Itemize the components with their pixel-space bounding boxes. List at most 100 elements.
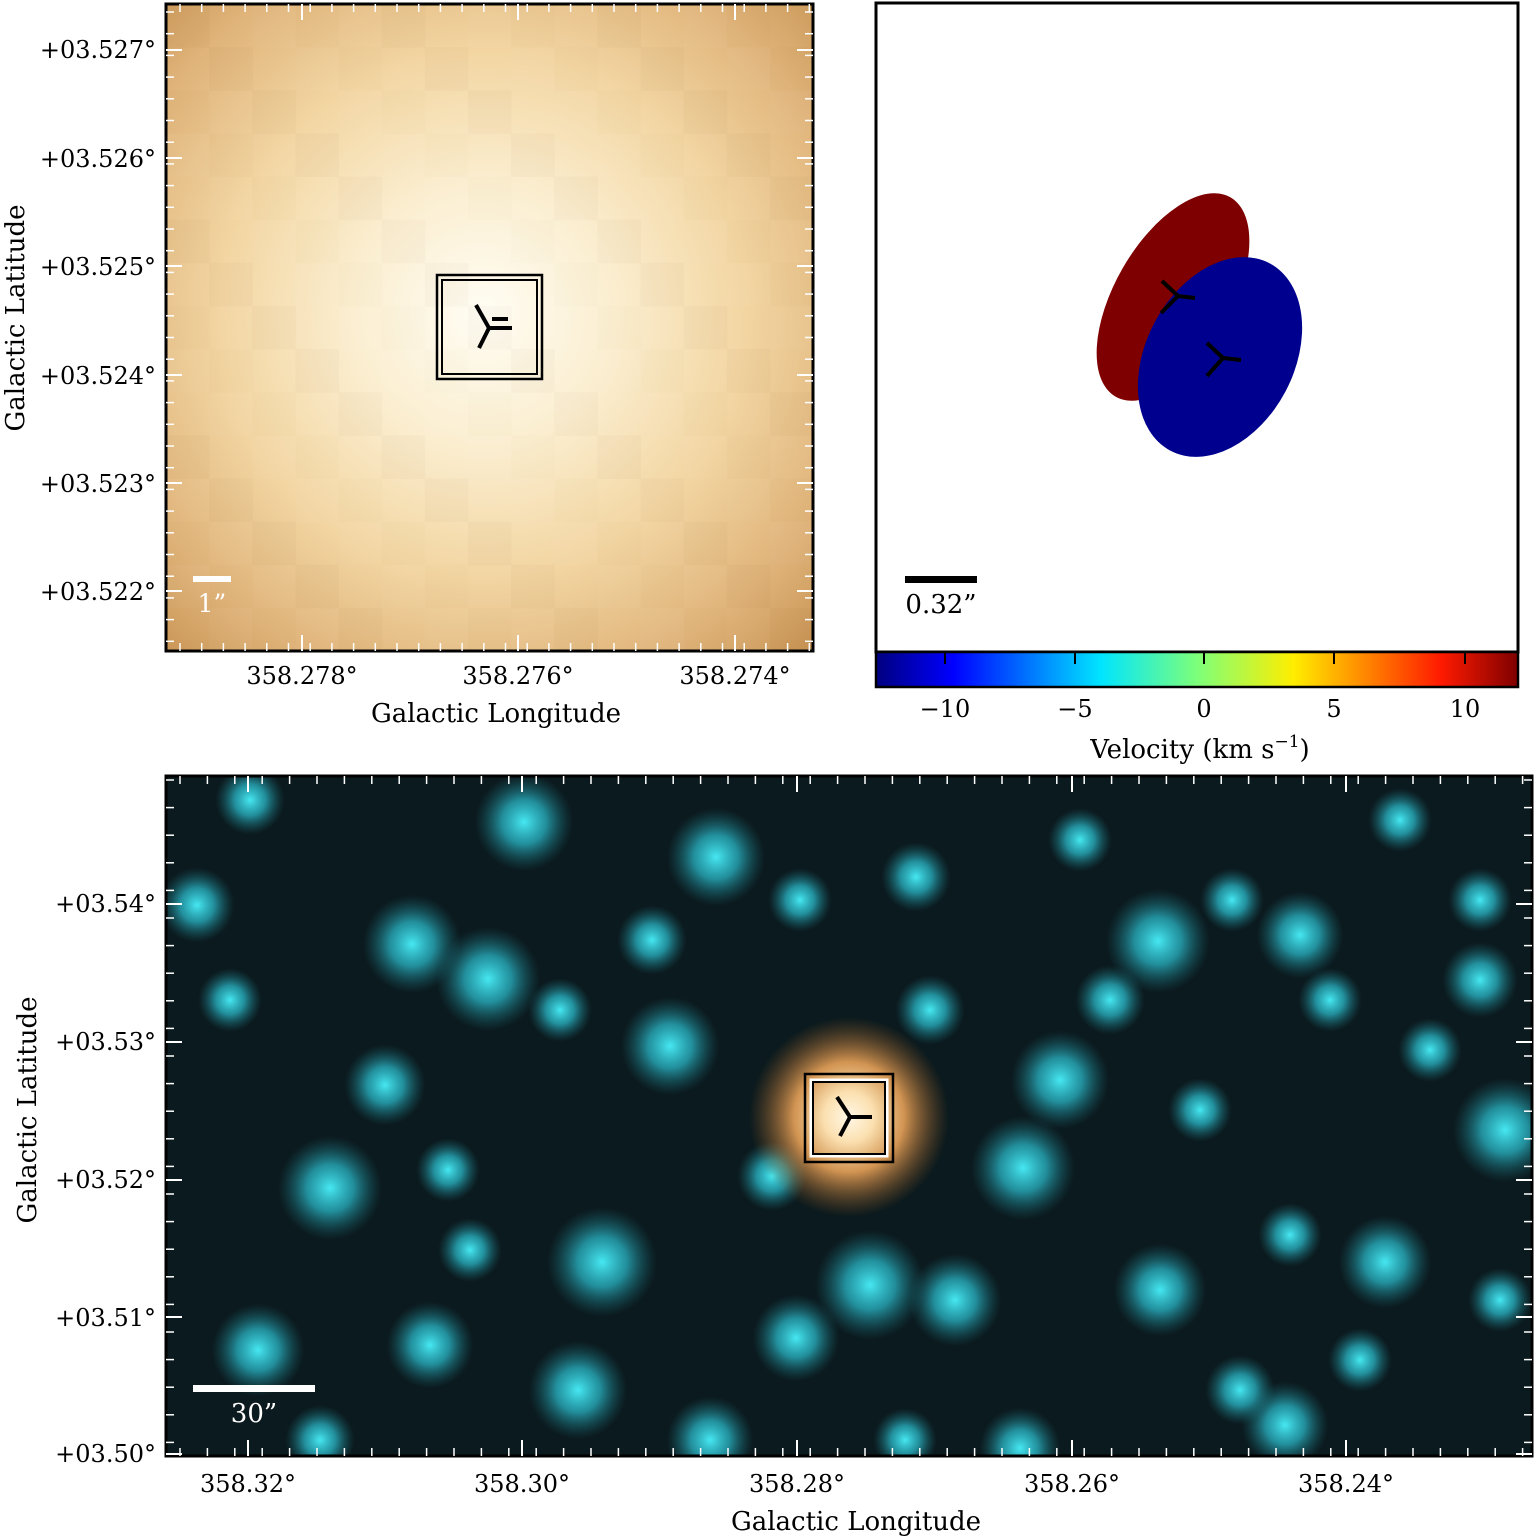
image-pixel bbox=[382, 392, 426, 436]
image-pixel bbox=[166, 220, 210, 264]
image-pixel bbox=[597, 522, 641, 566]
image-pixel bbox=[382, 177, 426, 221]
image-pixel bbox=[295, 177, 339, 221]
image-pixel bbox=[770, 392, 814, 436]
image-pixel bbox=[640, 522, 684, 566]
image-pixel bbox=[597, 392, 641, 436]
top-right-scalebar bbox=[905, 576, 977, 583]
image-pixel bbox=[640, 306, 684, 350]
bottom-scalebar bbox=[193, 1385, 315, 1392]
star-blob bbox=[895, 975, 965, 1045]
star-blob bbox=[1398, 1018, 1462, 1082]
image-pixel bbox=[640, 177, 684, 221]
colorbar-label-exponent: −1 bbox=[1274, 732, 1299, 752]
image-pixel bbox=[339, 565, 383, 609]
image-pixel bbox=[597, 90, 641, 134]
star-blob bbox=[752, 1294, 840, 1382]
image-pixel bbox=[640, 608, 684, 652]
top-right-panel: 0.32” −10 −5 0 5 10 Velocity (km s−1) bbox=[874, 1, 1520, 765]
xtick-label: 358.26° bbox=[1024, 1470, 1120, 1498]
marker-box-outer bbox=[803, 1072, 895, 1164]
image-pixel bbox=[339, 392, 383, 436]
star-blob bbox=[979, 1407, 1061, 1456]
star-blob bbox=[814, 1229, 926, 1341]
image-pixel bbox=[640, 47, 684, 91]
image-pixel bbox=[684, 177, 728, 221]
xtick-label: 358.28° bbox=[749, 1470, 845, 1498]
colorbar-tick-label: 0 bbox=[1196, 695, 1211, 723]
image-pixel bbox=[252, 90, 296, 134]
image-pixel bbox=[554, 220, 598, 264]
xtick-label: 358.30° bbox=[474, 1470, 570, 1498]
bottom-frame bbox=[164, 774, 1534, 1458]
image-pixel bbox=[295, 133, 339, 177]
image-pixel bbox=[425, 306, 469, 350]
star-blob bbox=[1075, 965, 1145, 1035]
image-pixel bbox=[511, 435, 555, 479]
star-blob bbox=[1448, 868, 1512, 932]
xtick-label: 358.274° bbox=[679, 662, 790, 690]
image-pixel bbox=[295, 435, 339, 479]
star-blob bbox=[1113, 1243, 1207, 1337]
image-pixel bbox=[425, 435, 469, 479]
image-pixel bbox=[597, 565, 641, 609]
image-pixel bbox=[770, 608, 814, 652]
star-blob bbox=[1200, 868, 1264, 932]
image-pixel bbox=[166, 435, 210, 479]
image-pixel bbox=[727, 349, 771, 393]
star-blob bbox=[970, 1115, 1076, 1221]
image-pixel bbox=[295, 522, 339, 566]
star-blob bbox=[528, 1340, 628, 1440]
ytick-label: +03.53° bbox=[55, 1028, 156, 1056]
image-pixel bbox=[468, 47, 512, 91]
image-pixel bbox=[382, 90, 426, 134]
xtick-label: 358.24° bbox=[1298, 1470, 1394, 1498]
image-pixel bbox=[597, 133, 641, 177]
image-pixel bbox=[252, 349, 296, 393]
image-pixel bbox=[727, 177, 771, 221]
image-pixel bbox=[166, 4, 210, 48]
image-pixel bbox=[382, 478, 426, 522]
image-pixel bbox=[209, 306, 253, 350]
image-pixel bbox=[209, 478, 253, 522]
image-pixel bbox=[554, 90, 598, 134]
image-pixel bbox=[382, 349, 426, 393]
image-pixel bbox=[554, 608, 598, 652]
image-pixel bbox=[339, 349, 383, 393]
image-pixel bbox=[209, 263, 253, 307]
image-pixel bbox=[468, 263, 512, 307]
top-left-xtick-labels: 358.278° 358.276° 358.274° bbox=[246, 662, 790, 690]
image-pixel bbox=[511, 47, 555, 91]
colorbar-label-main: Velocity (km s bbox=[1089, 735, 1274, 765]
image-pixel bbox=[339, 47, 383, 91]
image-pixel bbox=[597, 478, 641, 522]
star-blob bbox=[1442, 942, 1518, 1018]
image-pixel bbox=[425, 263, 469, 307]
image-pixel bbox=[166, 90, 210, 134]
image-pixel bbox=[209, 220, 253, 264]
image-pixel bbox=[339, 177, 383, 221]
image-pixel bbox=[640, 435, 684, 479]
image-pixel bbox=[468, 522, 512, 566]
image-pixel bbox=[770, 133, 814, 177]
image-pixel bbox=[166, 263, 210, 307]
star-blob bbox=[1338, 1215, 1432, 1309]
star-blob bbox=[617, 905, 687, 975]
image-pixel bbox=[554, 349, 598, 393]
image-pixel bbox=[684, 47, 728, 91]
image-pixel bbox=[425, 133, 469, 177]
colorbar-tick-label: 5 bbox=[1326, 695, 1341, 723]
image-pixel bbox=[770, 522, 814, 566]
image-pixel bbox=[511, 306, 555, 350]
star-blob bbox=[285, 1405, 355, 1456]
colorbar-label: Velocity (km s−1) bbox=[1089, 732, 1309, 765]
star-blob bbox=[215, 776, 285, 835]
image-pixel bbox=[684, 90, 728, 134]
image-pixel bbox=[252, 435, 296, 479]
star-blob bbox=[1258, 1203, 1322, 1267]
star-blob bbox=[528, 978, 592, 1042]
star-blob bbox=[1256, 891, 1344, 979]
image-pixel bbox=[727, 565, 771, 609]
image-pixel bbox=[166, 177, 210, 221]
ytick-label: +03.524° bbox=[40, 362, 156, 390]
